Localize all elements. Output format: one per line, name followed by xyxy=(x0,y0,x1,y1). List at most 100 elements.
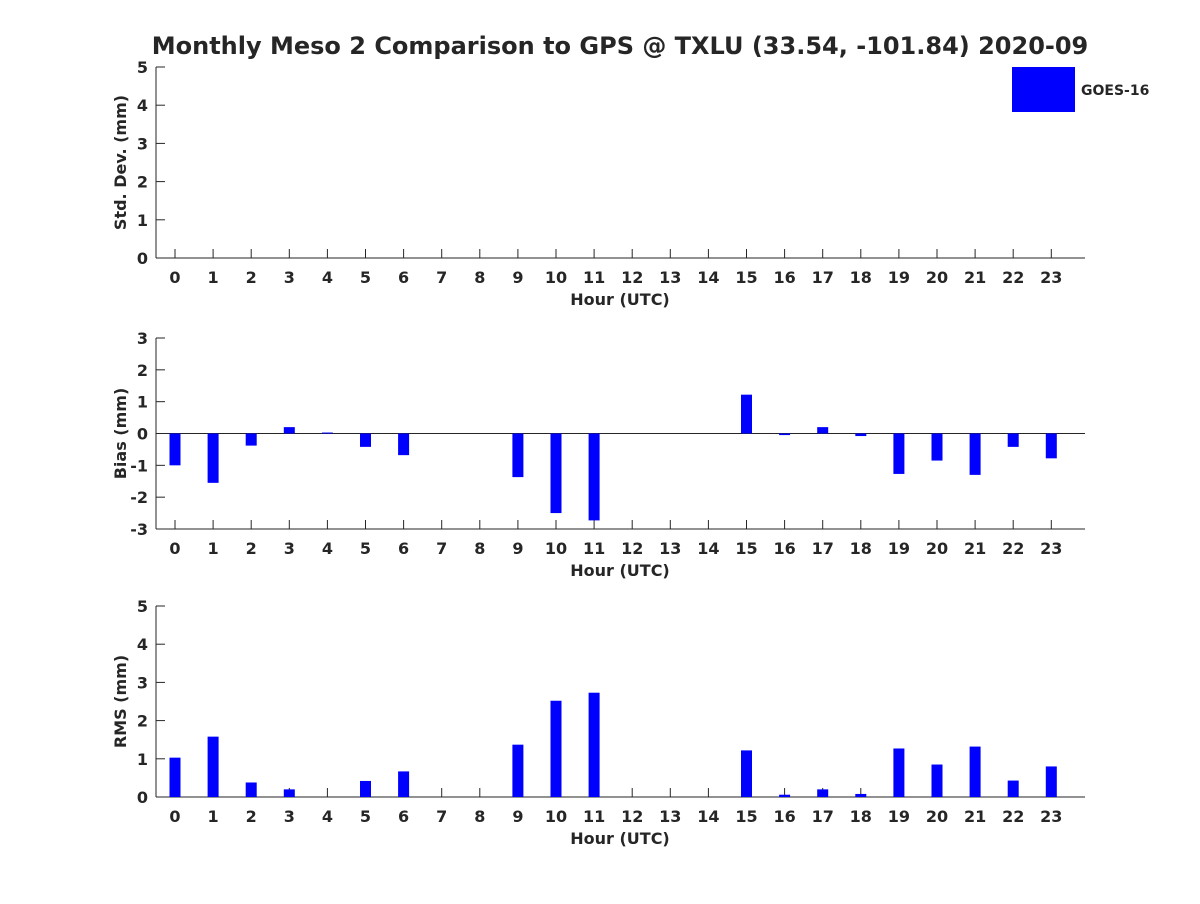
rms-bar-15 xyxy=(741,750,752,797)
bias-y-tick-label: -1 xyxy=(130,456,148,475)
bias-y-tick-label: -2 xyxy=(130,488,148,507)
bias-bar-4 xyxy=(321,432,333,434)
rms-bar-10 xyxy=(550,700,562,797)
bias-bar-16 xyxy=(779,433,791,436)
std-dev-y-tick-label: 0 xyxy=(137,249,148,268)
rms-x-tick-label: 1 xyxy=(208,807,219,826)
bias-y-label: Bias (mm) xyxy=(111,388,130,480)
bias-x-tick-label: 15 xyxy=(735,539,757,558)
bias-y-tick-label: -3 xyxy=(130,520,148,539)
std-dev-x-tick-label: 16 xyxy=(773,268,795,287)
std-dev-x-tick-label: 7 xyxy=(436,268,447,287)
std-dev-x-tick-label: 15 xyxy=(735,268,757,287)
std-dev-x-tick-label: 6 xyxy=(398,268,409,287)
rms-bar-21 xyxy=(969,746,981,797)
bias-x-tick-label: 6 xyxy=(398,539,409,558)
bias-bar-3 xyxy=(283,427,295,434)
bias-bar-11 xyxy=(588,433,600,521)
rms-y-label: RMS (mm) xyxy=(111,655,130,748)
bias-y-tick-label: 2 xyxy=(137,361,148,380)
bias-x-tick-label: 22 xyxy=(1002,539,1024,558)
bias-bar-10 xyxy=(550,433,562,514)
std-dev-y-tick-label: 4 xyxy=(137,96,148,115)
rms-x-tick-label: 10 xyxy=(545,807,567,826)
bias-x-tick-label: 19 xyxy=(888,539,910,558)
bias-x-tick-label: 4 xyxy=(322,539,333,558)
rms-y-tick-label: 4 xyxy=(137,635,148,654)
rms-x-tick-label: 2 xyxy=(246,807,257,826)
rms-x-tick-label: 13 xyxy=(659,807,681,826)
std-dev-x-tick-label: 11 xyxy=(583,268,605,287)
rms-bar-19 xyxy=(893,748,905,797)
bias-x-tick-label: 5 xyxy=(360,539,371,558)
std-dev-x-tick-label: 2 xyxy=(246,268,257,287)
rms-y-tick-label: 5 xyxy=(137,597,148,616)
std-dev-y-tick-label: 3 xyxy=(137,134,148,153)
bias-bar-2 xyxy=(245,433,257,446)
rms-x-tick-label: 17 xyxy=(812,807,834,826)
rms-x-tick-label: 14 xyxy=(697,807,719,826)
std-dev-y-tick-label: 1 xyxy=(137,211,148,230)
bias-x-label: Hour (UTC) xyxy=(570,561,670,580)
bias-x-tick-label: 23 xyxy=(1040,539,1062,558)
rms-bar-3 xyxy=(283,789,295,797)
std-dev-y-label: Std. Dev. (mm) xyxy=(111,95,130,230)
std-dev-x-tick-label: 12 xyxy=(621,268,643,287)
legend-swatch xyxy=(1012,67,1075,112)
rms-x-tick-label: 5 xyxy=(360,807,371,826)
bias-x-tick-label: 9 xyxy=(512,539,523,558)
rms-x-tick-label: 4 xyxy=(322,807,333,826)
std-dev-x-tick-label: 3 xyxy=(284,268,295,287)
rms-bar-0 xyxy=(169,757,181,797)
bias-bar-18 xyxy=(855,433,867,437)
bias-bar-22 xyxy=(1007,433,1019,447)
std-dev-x-tick-label: 13 xyxy=(659,268,681,287)
rms-bar-1 xyxy=(207,736,219,797)
bias-bar-9 xyxy=(512,433,524,478)
rms-x-tick-label: 12 xyxy=(621,807,643,826)
bias-bar-6 xyxy=(398,433,410,456)
legend: GOES-16 xyxy=(1012,67,1149,112)
rms-bar-16 xyxy=(779,794,791,797)
std-dev-x-tick-label: 8 xyxy=(474,268,485,287)
std-dev-y-tick-label: 5 xyxy=(137,58,148,77)
rms-x-tick-label: 23 xyxy=(1040,807,1062,826)
std-dev-x-tick-label: 17 xyxy=(812,268,834,287)
rms-bar-6 xyxy=(398,771,410,797)
rms-bar-2 xyxy=(245,782,257,797)
rms-bar-17 xyxy=(817,789,829,797)
bias-bar-1 xyxy=(207,433,219,483)
bias-bar-23 xyxy=(1045,433,1057,459)
chart-title: Monthly Meso 2 Comparison to GPS @ TXLU … xyxy=(152,32,1089,60)
bias-x-tick-label: 16 xyxy=(773,539,795,558)
std-dev-x-tick-label: 23 xyxy=(1040,268,1062,287)
rms-y-tick-label: 2 xyxy=(137,712,148,731)
std-dev-x-tick-label: 5 xyxy=(360,268,371,287)
bias-bar-20 xyxy=(931,433,943,461)
bias-y-tick-label: 3 xyxy=(137,329,148,348)
rms-bar-22 xyxy=(1007,780,1019,797)
bias-x-tick-label: 18 xyxy=(850,539,872,558)
rms-bar-18 xyxy=(855,793,867,797)
bias-x-tick-label: 13 xyxy=(659,539,681,558)
rms-y-tick-label: 1 xyxy=(137,750,148,769)
bias-y-tick-label: 0 xyxy=(137,425,148,444)
rms-bar-5 xyxy=(360,780,371,797)
bias-x-tick-label: 20 xyxy=(926,539,948,558)
bias-bar-19 xyxy=(893,433,905,474)
bias-x-tick-label: 7 xyxy=(436,539,447,558)
std-dev-x-tick-label: 9 xyxy=(512,268,523,287)
std-dev-x-tick-label: 14 xyxy=(697,268,719,287)
rms-bar-11 xyxy=(588,692,600,797)
rms-x-tick-label: 15 xyxy=(735,807,757,826)
rms-x-tick-label: 3 xyxy=(284,807,295,826)
rms-x-tick-label: 19 xyxy=(888,807,910,826)
rms-x-label: Hour (UTC) xyxy=(570,829,670,848)
rms-x-tick-label: 18 xyxy=(850,807,872,826)
std-dev-x-tick-label: 21 xyxy=(964,268,986,287)
rms-x-tick-label: 0 xyxy=(169,807,180,826)
